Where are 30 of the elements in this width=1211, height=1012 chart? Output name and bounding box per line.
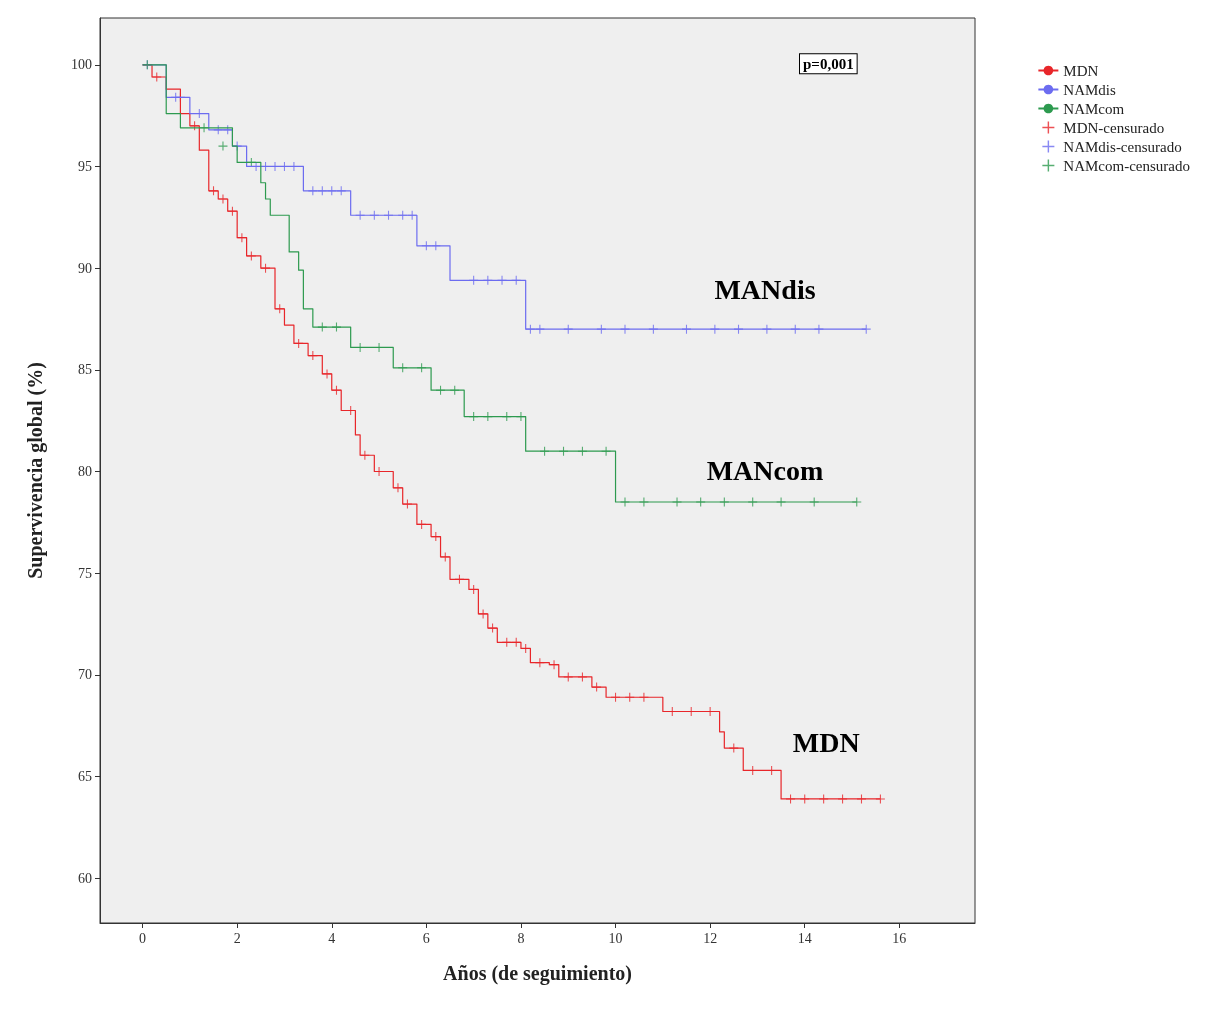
x-tick-label: 16 [892, 930, 907, 946]
x-axis-title: Años (de seguimiento) [443, 962, 632, 985]
legend-label: NAMdis-censurado [1063, 138, 1182, 155]
x-tick-label: 10 [608, 930, 623, 946]
y-tick-label: 70 [78, 667, 92, 683]
x-tick-label: 0 [139, 930, 147, 946]
legend-label: MDN-censurado [1063, 119, 1165, 136]
y-tick-label: 80 [78, 464, 92, 480]
x-tick-label: 14 [797, 930, 812, 946]
y-tick-label: 60 [78, 870, 92, 886]
y-tick-label: 75 [78, 565, 92, 581]
y-tick-label: 100 [71, 57, 92, 73]
x-tick-label: 12 [703, 930, 718, 946]
y-tick-label: 95 [78, 158, 92, 174]
x-tick-label: 8 [517, 930, 525, 946]
legend-label: NAMdis [1063, 81, 1117, 98]
annotation: MANdis [714, 274, 816, 305]
legend-label: NAMcom [1063, 100, 1125, 117]
y-axis-title: Supervivencia global (%) [24, 362, 47, 579]
legend-label: MDN [1063, 62, 1099, 79]
annotation: MDN [792, 726, 860, 758]
y-tick-label: 90 [78, 260, 92, 276]
x-tick-label: 4 [328, 930, 336, 946]
annotation: MANcom [706, 455, 824, 486]
x-tick-label: 6 [422, 930, 430, 946]
y-tick-label: 85 [78, 362, 92, 378]
y-tick-label: 65 [78, 769, 92, 785]
legend-label: NAMcom-censurado [1063, 157, 1191, 174]
annotation: p=0,001 [803, 55, 854, 72]
x-tick-label: 2 [233, 930, 241, 946]
